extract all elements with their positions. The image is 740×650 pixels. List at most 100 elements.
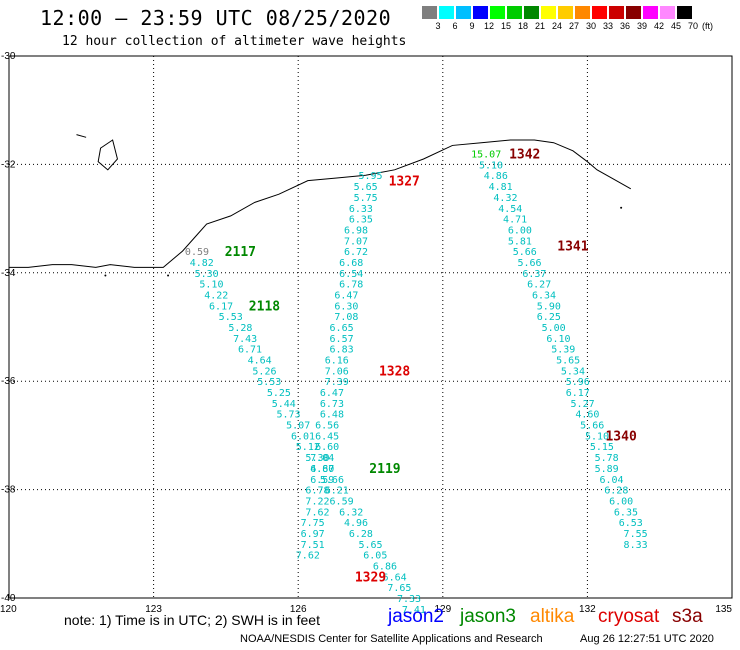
generated-timestamp: Aug 26 12:27:51 UTC 2020 — [580, 633, 714, 645]
wave-height-value: 7.65 — [387, 583, 411, 594]
wave-height-value: 6.33 — [349, 204, 373, 215]
legend-tick-label: 24 — [551, 21, 563, 31]
legend-unit: (ft) — [702, 21, 713, 31]
wave-height-value: 6.32 — [339, 507, 363, 518]
latitude-tick-label: -40 — [1, 593, 16, 604]
wave-height-value: 4.60 — [310, 464, 334, 475]
wave-height-value: 7.22 — [305, 496, 329, 507]
color-scale-legend: 3 6 9 12 15 18 21 24 27 30 33 36 39 42 45 70 (ft) — [421, 5, 713, 32]
wave-height-value: 6.98 — [344, 225, 368, 236]
wave-height-value: 5.81 — [508, 236, 532, 247]
wave-height-value: 6.78 — [305, 486, 329, 497]
legend-swatches — [421, 5, 693, 20]
wave-height-value: 5.10 — [199, 280, 223, 291]
wave-height-value: 6.01 — [291, 431, 315, 442]
satellite-label-cryosat: cryosat — [598, 606, 660, 627]
wave-height-value: 5.78 — [595, 453, 619, 464]
wave-height-value: 5.89 — [595, 464, 619, 475]
wave-height-value: 5.25 — [267, 388, 291, 399]
legend-swatch — [438, 5, 455, 20]
wave-height-value: 5.66 — [580, 421, 604, 432]
wave-height-value: 5.10 — [585, 431, 609, 442]
wave-height-value: 6.00 — [609, 496, 633, 507]
wave-height-value: 6.45 — [315, 431, 339, 442]
legend-tick-label: 15 — [500, 21, 512, 31]
wave-height-value: 6.64 — [383, 572, 407, 583]
credit-line: NOAA/NESDIS Center for Satellite Applica… — [240, 633, 543, 645]
wave-height-value: 4.22 — [204, 290, 228, 301]
legend-tick-label: 39 — [636, 21, 648, 31]
wave-height-value: 6.37 — [522, 269, 546, 280]
wave-height-value: 5.65 — [556, 356, 580, 367]
wave-height-value: 6.34 — [532, 290, 556, 301]
map-frame — [8, 55, 733, 599]
island — [76, 134, 87, 138]
wave-height-value: 4.71 — [503, 215, 527, 226]
latitude-tick-label: -32 — [1, 159, 16, 170]
legend-tick-label: 18 — [517, 21, 529, 31]
wave-height-value: 4.60 — [575, 410, 599, 421]
wave-height-value: 6.83 — [330, 345, 354, 356]
wave-height-value: 6.17 — [209, 301, 233, 312]
wave-height-value: 5.34 — [561, 366, 585, 377]
legend-swatch — [540, 5, 557, 20]
longitude-tick-label: 123 — [145, 604, 162, 615]
wave-height-value: 6.65 — [330, 323, 354, 334]
legend-tick-labels: 3 6 9 12 15 18 21 24 27 30 33 36 39 42 45 70 (ft) — [421, 20, 713, 32]
wave-height-value: 5.90 — [537, 301, 561, 312]
wave-height-value: 6.47 — [334, 290, 358, 301]
wave-height-value: 6.25 — [537, 312, 561, 323]
wave-height-value: 5.39 — [551, 345, 575, 356]
wave-height-value: 6.30 — [334, 301, 358, 312]
legend-swatch — [421, 5, 438, 20]
satellite-label-jason2: jason2 — [388, 606, 444, 627]
wave-height-value: 6.97 — [301, 529, 325, 540]
wave-height-value: 5.65 — [354, 182, 378, 193]
wave-height-value: 5.66 — [320, 475, 344, 486]
wave-height-value: 6.56 — [315, 421, 339, 432]
wave-height-value: 7.39 — [325, 377, 349, 388]
wave-height-value: 5.53 — [219, 312, 243, 323]
pass-time-label: 2119 — [369, 462, 400, 477]
wave-height-value: 6.59 — [330, 496, 354, 507]
legend-swatch — [608, 5, 625, 20]
wave-height-value: 6.17 — [566, 388, 590, 399]
legend-swatch — [489, 5, 506, 20]
pass-time-label: 1340 — [605, 429, 636, 444]
wave-height-value: 7.75 — [301, 518, 325, 529]
legend-tick-label: 27 — [568, 21, 580, 31]
wave-height-value: 6.47 — [320, 388, 344, 399]
pass-time-label: 2117 — [225, 245, 256, 260]
wave-height-value: 6.16 — [325, 356, 349, 367]
wave-height-value: 7.43 — [233, 334, 257, 345]
wave-height-value: 6.72 — [344, 247, 368, 258]
wave-height-value: 6.48 — [320, 410, 344, 421]
legend-tick-label: 70 — [687, 21, 699, 31]
latitude-tick-label: -38 — [1, 485, 16, 496]
wave-height-value: 6.71 — [238, 345, 262, 356]
wave-height-value: 6.60 — [315, 442, 339, 453]
wave-height-value: 5.75 — [354, 193, 378, 204]
wave-height-value: 6.27 — [527, 280, 551, 291]
map-subtitle: 12 hour collection of altimeter wave hei… — [62, 34, 407, 49]
coastline — [9, 139, 632, 268]
legend-swatch — [625, 5, 642, 20]
wave-height-value: 4.54 — [498, 204, 522, 215]
wave-height-value: 7.33 — [397, 594, 421, 605]
wave-height-value: 4.32 — [493, 193, 517, 204]
longitude-tick-label: 120 — [0, 604, 17, 615]
wave-height-value: 6.87 — [310, 464, 334, 475]
wave-height-value: 4.96 — [344, 518, 368, 529]
wave-height-value: 5.53 — [257, 377, 281, 388]
latitude-tick-label: -30 — [1, 51, 16, 62]
longitude-tick-label: 126 — [290, 604, 307, 615]
wave-height-value: 6.86 — [373, 561, 397, 572]
wave-height-value: 6.21 — [325, 486, 349, 497]
pass-time-label: 1327 — [389, 175, 420, 190]
longitude-tick-label: 129 — [434, 604, 451, 615]
wave-height-value: 6.28 — [604, 486, 628, 497]
wave-height-value: 5.96 — [566, 377, 590, 388]
legend-swatch — [455, 5, 472, 20]
wave-height-value: 7.55 — [624, 529, 648, 540]
wave-height-value: 7.08 — [334, 312, 358, 323]
